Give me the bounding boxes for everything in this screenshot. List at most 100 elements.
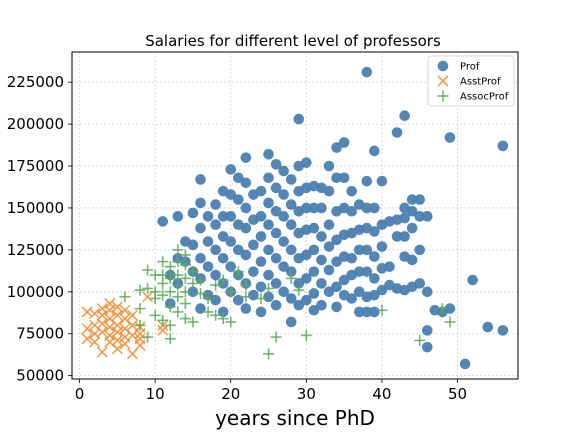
prof-point	[210, 244, 221, 256]
assocprof-point	[263, 282, 275, 294]
prof-point	[331, 256, 342, 267]
prof-point	[421, 325, 433, 336]
prof-point	[285, 219, 297, 231]
assocprof-point	[149, 309, 161, 321]
prof-point	[369, 226, 380, 237]
prof-point	[308, 288, 320, 299]
axis-ticks: 0 10 20 30 40 50 50000 75000 100000 125000 150000 1…	[7, 73, 467, 403]
prof-point	[361, 306, 373, 318]
prof-point	[285, 244, 297, 256]
prof-point	[293, 278, 305, 289]
prof-point	[255, 256, 267, 267]
asstprof-point	[96, 326, 108, 338]
asstprof-point	[126, 309, 139, 321]
x-tick-label: 20	[221, 385, 240, 403]
prof-point	[263, 172, 274, 184]
assocprof-point	[255, 293, 267, 305]
y-tick-label: 225000	[7, 73, 64, 91]
assocprof-point	[187, 277, 199, 289]
plot-area	[71, 51, 519, 380]
prof-point	[421, 286, 433, 298]
assocprof-point	[134, 284, 146, 296]
prof-point	[278, 286, 289, 298]
prof-point	[406, 206, 418, 217]
prof-point	[497, 325, 509, 336]
assocprof-point	[164, 261, 176, 273]
prof-point	[301, 273, 312, 284]
prof-point	[323, 286, 335, 298]
prof-point	[263, 197, 274, 209]
legend-assocprof-marker	[437, 90, 449, 102]
prof-point	[369, 251, 380, 262]
assocprof-point	[134, 319, 146, 331]
prof-point	[217, 252, 229, 264]
prof-point	[225, 261, 237, 272]
prof-point	[270, 159, 282, 170]
x-tick-label: 40	[372, 385, 391, 403]
assocprof-point	[217, 313, 229, 325]
assocprof-point	[134, 303, 146, 315]
prof-point	[270, 227, 282, 239]
prof-point	[331, 301, 342, 313]
assocprof-point	[210, 309, 222, 321]
x-tick-label: 10	[146, 385, 165, 403]
x-tick-label: 50	[448, 385, 467, 403]
assocprof-point	[195, 274, 207, 286]
legend: Prof AsstProf AssocProf	[427, 55, 515, 107]
prof-point	[353, 306, 365, 318]
y-tick-label: 125000	[7, 241, 64, 259]
prof-point	[263, 269, 274, 281]
assocprof-point	[187, 316, 199, 328]
prof-point	[248, 239, 259, 251]
prof-point	[459, 358, 471, 370]
assocprof-point	[179, 272, 191, 284]
asstprof-point	[81, 323, 93, 335]
legend-label-prof: Prof	[460, 62, 480, 73]
asstprof-point	[104, 304, 116, 316]
prof-point	[202, 211, 214, 222]
prof-point	[323, 219, 335, 231]
assocprof-point	[142, 264, 154, 276]
prof-point	[255, 231, 267, 242]
assocprof-point	[172, 291, 184, 303]
assocprof-point	[240, 291, 252, 303]
prof-point	[391, 231, 403, 242]
prof-point	[391, 127, 403, 138]
prof-point	[202, 236, 214, 247]
asstprof-point	[134, 339, 146, 352]
prof-point	[323, 160, 335, 172]
prof-point	[361, 266, 373, 277]
prof-point	[323, 185, 335, 197]
prof-point	[316, 202, 327, 214]
legend-label-assocprof: AssocProf	[460, 92, 509, 103]
assocprof-point	[142, 282, 154, 294]
prof-point	[217, 231, 229, 242]
prof-point	[233, 194, 244, 205]
prof-point	[233, 244, 244, 256]
asstprof-point	[157, 324, 169, 336]
chart-title: Salaries for different level of professo…	[145, 32, 441, 50]
prof-point	[263, 244, 274, 256]
prof-point	[210, 269, 221, 281]
asstprof-point	[119, 304, 131, 316]
prof-point	[338, 274, 350, 286]
assocprof-point	[179, 249, 191, 261]
prof-point	[210, 199, 221, 210]
x-tick-label: 0	[75, 385, 85, 403]
prof-point	[263, 291, 274, 303]
prof-point	[240, 152, 252, 163]
assocprof-point	[444, 316, 456, 328]
prof-point	[187, 207, 199, 219]
prof-point	[353, 266, 365, 277]
prof-point	[210, 219, 221, 231]
legend-prof-marker	[437, 60, 449, 72]
prof-point	[346, 206, 357, 217]
assocprof-point	[376, 304, 388, 316]
assocprof-point	[293, 284, 305, 296]
prof-point	[293, 299, 305, 311]
assocprof-point	[164, 333, 176, 345]
y-tick-label: 100000	[7, 283, 64, 301]
prof-point	[384, 261, 395, 272]
prof-point	[406, 194, 418, 205]
prof-point	[240, 303, 252, 314]
